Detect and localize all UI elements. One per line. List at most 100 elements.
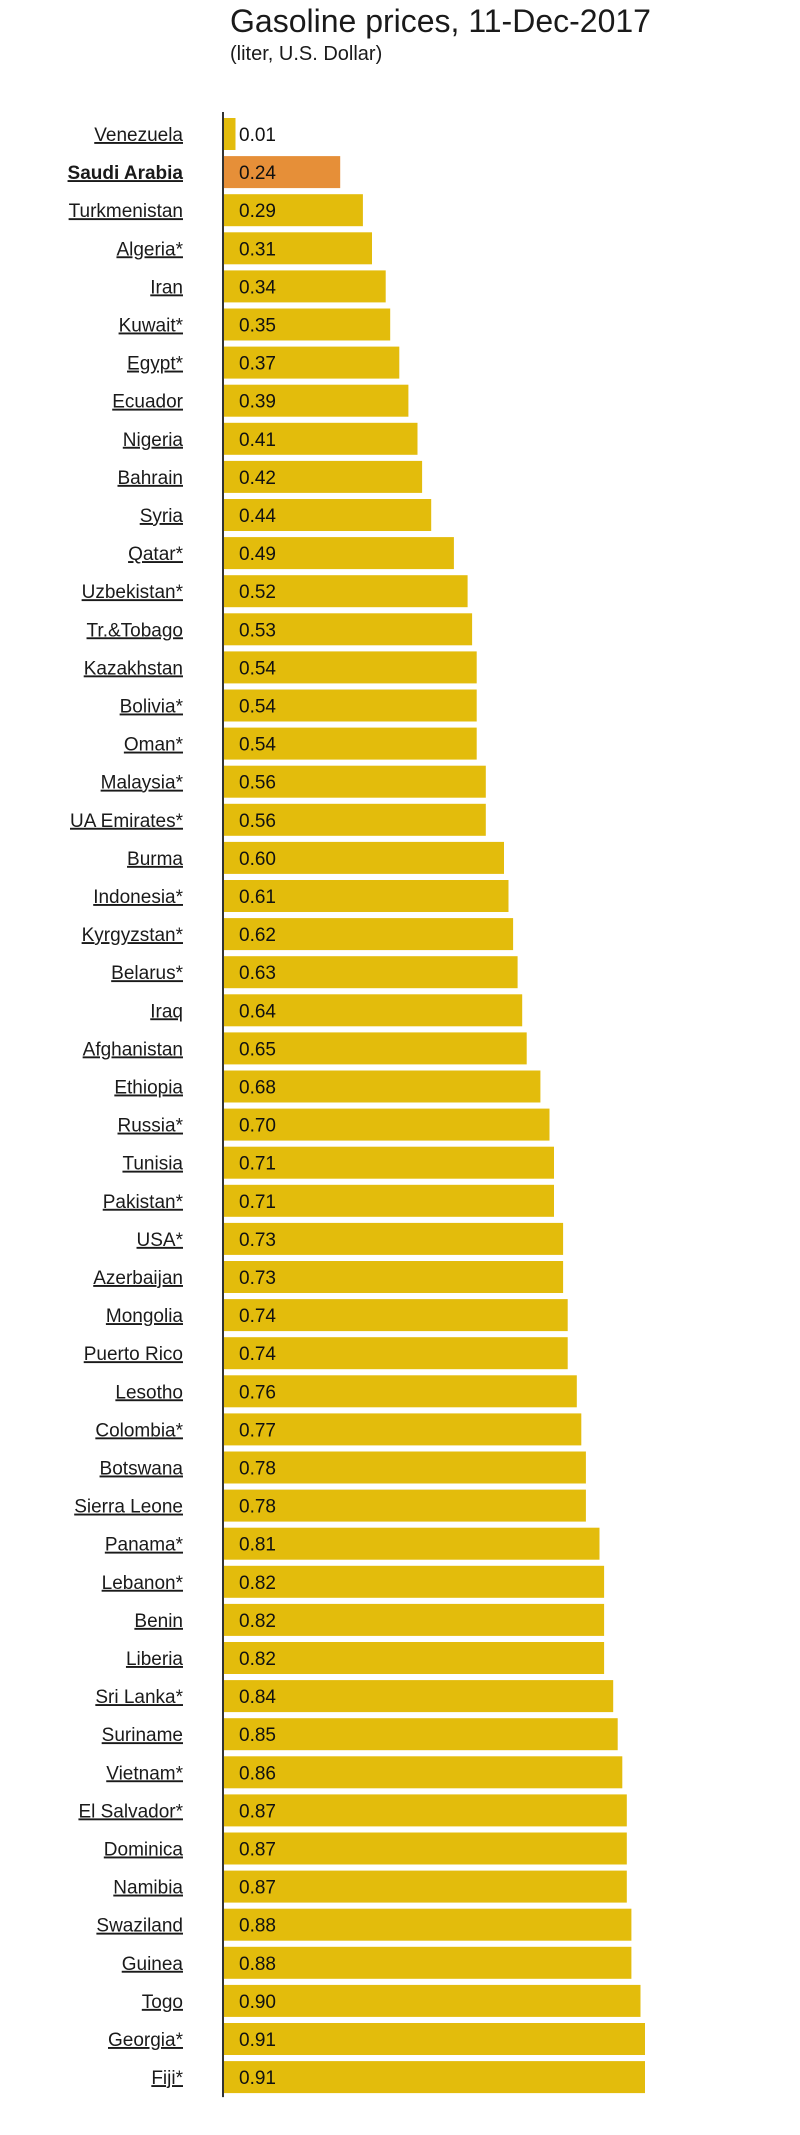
value-label-oman: 0.54 [239, 735, 276, 756]
bar-namibia [223, 1870, 627, 1903]
value-label-sierra-leone: 0.78 [239, 1497, 276, 1518]
value-label-russia: 0.70 [239, 1116, 276, 1137]
value-label-sri-lanka: 0.84 [239, 1687, 276, 1708]
bar-egypt [223, 346, 400, 379]
bar-lebanon [223, 1565, 605, 1598]
bar-tunisia [223, 1146, 554, 1179]
category-label-fiji: Fiji* [151, 2068, 183, 2089]
value-labels-group: 0.01 0.24 0.29 0.31 0.34 0.35 0.37 0.39 0.41 0.42… [239, 125, 276, 2089]
value-label-botswana: 0.78 [239, 1459, 276, 1480]
bar-malaysia [223, 765, 486, 798]
category-label-pakistan: Pakistan* [103, 1192, 184, 1213]
value-label-uzbekistan: 0.52 [239, 582, 276, 603]
value-label-kuwait: 0.35 [239, 316, 276, 337]
value-label-pakistan: 0.71 [239, 1192, 276, 1213]
category-label-qatar: Qatar* [128, 544, 184, 565]
category-label-burma: Burma [127, 849, 183, 870]
bar-qatar [223, 537, 454, 570]
value-label-belarus: 0.63 [239, 963, 276, 984]
bar-algeria [223, 232, 372, 265]
category-label-sri-lanka: Sri Lanka* [95, 1687, 183, 1708]
bars-group [223, 118, 645, 2094]
category-label-el-salvador: El Salvador* [78, 1801, 183, 1822]
category-label-tunisia: Tunisia [122, 1154, 183, 1175]
value-label-puerto-rico: 0.74 [239, 1344, 276, 1365]
value-label-algeria: 0.31 [239, 239, 276, 260]
value-label-indonesia: 0.61 [239, 887, 276, 908]
bar-kazakhstan [223, 651, 477, 684]
category-label-algeria: Algeria* [116, 239, 183, 260]
bar-puerto-rico [223, 1337, 568, 1370]
value-label-azerbaijan: 0.73 [239, 1268, 276, 1289]
bar-venezuela [223, 118, 236, 150]
value-label-lesotho: 0.76 [239, 1382, 276, 1403]
value-label-nigeria: 0.41 [239, 430, 276, 451]
value-label-vietnam: 0.86 [239, 1763, 276, 1784]
category-label-egypt: Egypt* [127, 354, 184, 375]
value-label-afghanistan: 0.65 [239, 1039, 276, 1060]
category-label-bahrain: Bahrain [118, 468, 184, 489]
category-label-belarus: Belarus* [111, 963, 183, 984]
category-label-lesotho: Lesotho [115, 1382, 183, 1403]
value-label-syria: 0.44 [239, 506, 276, 527]
bar-ecuador [223, 384, 409, 417]
value-label-ua-emirates: 0.56 [239, 811, 276, 832]
category-label-puerto-rico: Puerto Rico [84, 1344, 183, 1365]
bar-uzbekistan [223, 575, 468, 608]
value-label-mongolia: 0.74 [239, 1306, 276, 1327]
bar-saudi-arabia [223, 156, 341, 189]
value-label-swaziland: 0.88 [239, 1916, 276, 1937]
category-label-turkmenistan: Turkmenistan [69, 201, 183, 222]
category-label-benin: Benin [134, 1611, 183, 1632]
category-label-suriname: Suriname [102, 1725, 183, 1746]
bar-indonesia [223, 880, 509, 912]
value-label-namibia: 0.87 [239, 1878, 276, 1899]
bar-ua-emirates [223, 803, 486, 836]
bar-vietnam [223, 1756, 623, 1789]
category-label-iran: Iran [150, 277, 183, 298]
category-label-ecuador: Ecuador [112, 392, 183, 413]
category-label-botswana: Botswana [100, 1459, 184, 1480]
bar-benin [223, 1603, 605, 1636]
category-label-guinea: Guinea [122, 1954, 184, 1975]
bar-pakistan [223, 1184, 554, 1217]
category-label-bolivia: Bolivia* [120, 697, 184, 718]
bar-kyrgyzstan [223, 918, 514, 951]
category-label-afghanistan: Afghanistan [83, 1039, 183, 1060]
category-label-swaziland: Swaziland [96, 1916, 183, 1937]
bar-botswana [223, 1451, 586, 1484]
bar-usa [223, 1222, 564, 1255]
bar-belarus [223, 956, 518, 989]
bar-mongolia [223, 1299, 568, 1332]
bar-suriname [223, 1718, 618, 1751]
category-label-usa: USA* [137, 1230, 184, 1251]
bar-el-salvador [223, 1794, 627, 1827]
category-label-togo: Togo [142, 1992, 183, 2013]
bar-burma [223, 841, 504, 874]
category-label-saudi-arabia: Saudi Arabia [68, 163, 184, 184]
category-label-kuwait: Kuwait* [119, 316, 184, 337]
category-label-venezuela: Venezuela [94, 125, 183, 146]
category-label-nigeria: Nigeria [123, 430, 184, 451]
value-label-colombia: 0.77 [239, 1420, 276, 1441]
value-label-togo: 0.90 [239, 1992, 276, 2013]
category-label-dominica: Dominica [104, 1840, 184, 1861]
bar-colombia [223, 1413, 582, 1446]
value-label-usa: 0.73 [239, 1230, 276, 1251]
bar-togo [223, 1984, 641, 2017]
bar-iraq [223, 994, 523, 1027]
bar-panama [223, 1527, 600, 1560]
bar-iran [223, 270, 386, 303]
bar-fiji [223, 2061, 645, 2094]
category-label-lebanon: Lebanon* [102, 1573, 184, 1594]
value-label-suriname: 0.85 [239, 1725, 276, 1746]
bar-azerbaijan [223, 1261, 564, 1293]
value-label-turkmenistan: 0.29 [239, 201, 276, 222]
bar-bahrain [223, 460, 423, 493]
category-label-vietnam: Vietnam* [106, 1763, 183, 1784]
value-label-ecuador: 0.39 [239, 392, 276, 413]
category-label-kazakhstan: Kazakhstan [84, 658, 183, 679]
category-label-syria: Syria [140, 506, 184, 527]
bar-tr-tobago [223, 613, 473, 646]
category-label-ethiopia: Ethiopia [114, 1078, 183, 1099]
